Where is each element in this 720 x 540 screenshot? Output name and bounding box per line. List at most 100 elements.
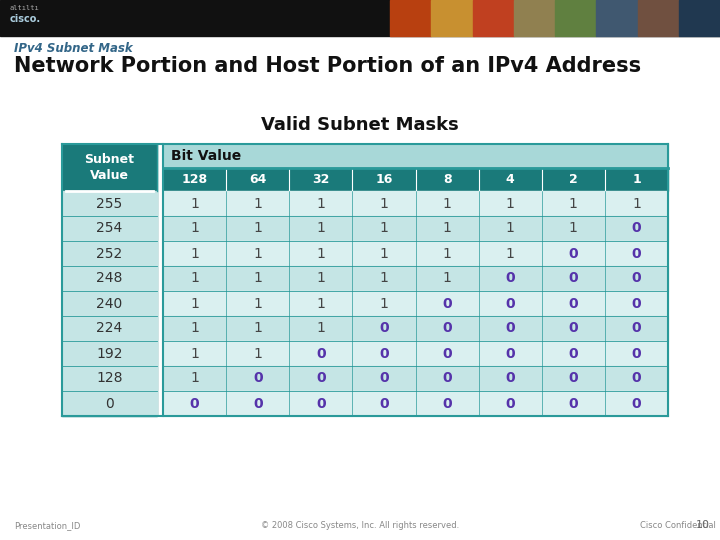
Text: 0: 0 bbox=[505, 296, 515, 310]
Text: altıltı: altıltı bbox=[10, 5, 40, 11]
Text: 0: 0 bbox=[631, 246, 642, 260]
Bar bbox=[479, 316, 541, 341]
Text: 1: 1 bbox=[190, 221, 199, 235]
Bar bbox=[605, 366, 668, 391]
Text: 0: 0 bbox=[505, 396, 515, 410]
Bar bbox=[415, 216, 479, 241]
Bar bbox=[415, 291, 479, 316]
Text: 0: 0 bbox=[569, 296, 578, 310]
Text: 1: 1 bbox=[632, 173, 641, 186]
Bar bbox=[415, 241, 479, 266]
Bar bbox=[62, 366, 157, 391]
Text: Subnet
Value: Subnet Value bbox=[84, 153, 135, 182]
Bar bbox=[163, 216, 226, 241]
Text: 1: 1 bbox=[316, 296, 325, 310]
Bar bbox=[289, 191, 352, 216]
Text: 0: 0 bbox=[379, 347, 389, 361]
Bar bbox=[163, 241, 226, 266]
Text: 0: 0 bbox=[631, 396, 642, 410]
Bar bbox=[62, 241, 157, 266]
Bar bbox=[226, 341, 289, 366]
Bar bbox=[226, 241, 289, 266]
Text: 1: 1 bbox=[505, 197, 515, 211]
Text: 0: 0 bbox=[379, 372, 389, 386]
Bar bbox=[415, 391, 479, 416]
Text: 1: 1 bbox=[379, 221, 388, 235]
Bar bbox=[352, 341, 415, 366]
Bar bbox=[479, 291, 541, 316]
Bar bbox=[289, 291, 352, 316]
Bar bbox=[605, 291, 668, 316]
Bar bbox=[541, 316, 605, 341]
Bar bbox=[0, 0, 720, 36]
Bar bbox=[226, 391, 289, 416]
Text: 0: 0 bbox=[631, 372, 642, 386]
Bar bbox=[226, 191, 289, 216]
Text: 1: 1 bbox=[253, 197, 262, 211]
Bar bbox=[541, 216, 605, 241]
Text: 1: 1 bbox=[253, 296, 262, 310]
Text: 0: 0 bbox=[316, 372, 325, 386]
Bar bbox=[62, 291, 157, 316]
Text: 1: 1 bbox=[505, 221, 515, 235]
Text: 0: 0 bbox=[442, 372, 452, 386]
Bar bbox=[226, 291, 289, 316]
Text: 0: 0 bbox=[253, 396, 263, 410]
Text: 1: 1 bbox=[632, 197, 641, 211]
Text: 1: 1 bbox=[316, 221, 325, 235]
Text: 1: 1 bbox=[379, 197, 388, 211]
Bar bbox=[415, 316, 479, 341]
Bar bbox=[479, 241, 541, 266]
Bar bbox=[431, 0, 472, 36]
Bar bbox=[541, 266, 605, 291]
Text: 0: 0 bbox=[569, 246, 578, 260]
Text: 1: 1 bbox=[443, 246, 451, 260]
Bar bbox=[163, 291, 226, 316]
Text: 0: 0 bbox=[316, 396, 325, 410]
Text: 0: 0 bbox=[505, 272, 515, 286]
Text: 1: 1 bbox=[443, 221, 451, 235]
Text: 1: 1 bbox=[443, 197, 451, 211]
Text: 1: 1 bbox=[316, 246, 325, 260]
Text: 1: 1 bbox=[569, 221, 577, 235]
Bar bbox=[289, 241, 352, 266]
Text: 1: 1 bbox=[505, 246, 515, 260]
Text: 248: 248 bbox=[96, 272, 122, 286]
Bar bbox=[390, 0, 431, 36]
Bar bbox=[605, 266, 668, 291]
Text: 16: 16 bbox=[375, 173, 392, 186]
Bar bbox=[163, 191, 226, 216]
Text: 128: 128 bbox=[181, 173, 207, 186]
Bar bbox=[415, 266, 479, 291]
Bar bbox=[226, 316, 289, 341]
Bar bbox=[541, 366, 605, 391]
Text: 32: 32 bbox=[312, 173, 330, 186]
Bar bbox=[479, 391, 541, 416]
Bar bbox=[479, 168, 541, 191]
Text: 0: 0 bbox=[631, 296, 642, 310]
Bar bbox=[226, 366, 289, 391]
Bar bbox=[226, 216, 289, 241]
Bar bbox=[163, 341, 226, 366]
Bar bbox=[514, 0, 555, 36]
Text: 0: 0 bbox=[442, 321, 452, 335]
Bar bbox=[62, 266, 157, 291]
Bar bbox=[352, 291, 415, 316]
Text: 0: 0 bbox=[505, 372, 515, 386]
Text: 254: 254 bbox=[96, 221, 122, 235]
Bar bbox=[352, 191, 415, 216]
Bar bbox=[289, 216, 352, 241]
Bar bbox=[163, 168, 226, 191]
Text: 8: 8 bbox=[443, 173, 451, 186]
Bar bbox=[62, 341, 157, 366]
Text: 0: 0 bbox=[379, 396, 389, 410]
Bar bbox=[415, 366, 479, 391]
Bar bbox=[479, 191, 541, 216]
Text: 0: 0 bbox=[190, 396, 199, 410]
Bar bbox=[352, 266, 415, 291]
Text: 0: 0 bbox=[569, 396, 578, 410]
Text: 0: 0 bbox=[442, 296, 452, 310]
Bar bbox=[605, 391, 668, 416]
Bar bbox=[555, 0, 596, 36]
Text: 0: 0 bbox=[631, 221, 642, 235]
